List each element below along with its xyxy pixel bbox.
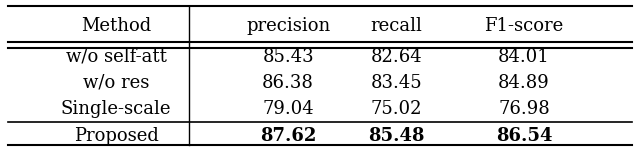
Text: Single-scale: Single-scale [61,100,172,118]
Text: 75.02: 75.02 [371,100,422,118]
Text: Proposed: Proposed [74,128,159,145]
Text: 87.62: 87.62 [260,128,316,145]
Text: 76.98: 76.98 [498,100,550,118]
Text: 85.43: 85.43 [262,48,314,66]
Text: 86.54: 86.54 [495,128,552,145]
Text: 84.01: 84.01 [498,48,550,66]
Text: 84.89: 84.89 [498,74,550,92]
Text: 79.04: 79.04 [262,100,314,118]
Text: recall: recall [371,17,422,35]
Text: 85.48: 85.48 [368,128,425,145]
Text: precision: precision [246,17,330,35]
Text: F1-score: F1-score [484,17,564,35]
Text: 82.64: 82.64 [371,48,422,66]
Text: w/o res: w/o res [83,74,149,92]
Text: Method: Method [81,17,151,35]
Text: 83.45: 83.45 [371,74,422,92]
Text: 86.38: 86.38 [262,74,314,92]
Text: w/o self-att: w/o self-att [66,48,166,66]
